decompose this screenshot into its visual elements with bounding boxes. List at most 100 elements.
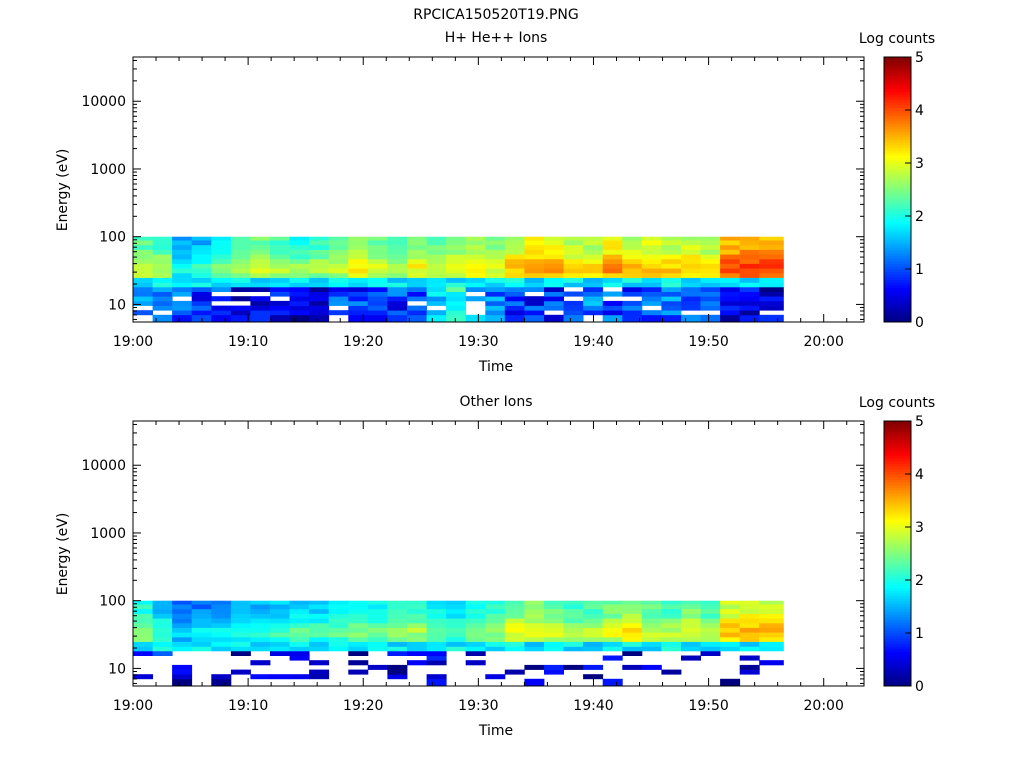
spectrogram-cell bbox=[309, 641, 330, 647]
spectrogram-cell bbox=[583, 641, 604, 647]
spectrogram-cell bbox=[544, 277, 564, 283]
colorbar-segment bbox=[884, 532, 911, 536]
spectrogram-cell bbox=[230, 641, 251, 647]
spectrogram-cell bbox=[641, 604, 662, 610]
spectrogram-cell bbox=[622, 632, 643, 638]
spectrogram-cell bbox=[211, 618, 232, 624]
spectrogram-cell bbox=[681, 258, 701, 264]
spectrogram-cell bbox=[309, 632, 330, 638]
spectrogram-cell bbox=[191, 310, 212, 316]
spectrogram-cell bbox=[172, 627, 193, 633]
colorbar-segment bbox=[884, 72, 911, 77]
spectrogram-cell bbox=[583, 287, 604, 292]
spectrogram-cell bbox=[211, 263, 232, 269]
spectrogram-cell bbox=[739, 669, 760, 675]
spectrogram-cell bbox=[641, 600, 662, 605]
spectrogram-cell bbox=[446, 622, 467, 628]
colorbar-segment bbox=[884, 205, 911, 209]
spectrogram-cell bbox=[485, 627, 506, 633]
spectrogram-cell bbox=[661, 277, 682, 283]
spectrogram-cell bbox=[641, 277, 662, 283]
spectrogram-cell bbox=[152, 272, 173, 278]
spectrogram-cell bbox=[191, 287, 212, 292]
spectrogram-cell bbox=[230, 622, 251, 628]
spectrogram-cell bbox=[661, 249, 682, 255]
spectrogram-cell bbox=[720, 608, 741, 614]
spectrogram-cell bbox=[230, 282, 251, 288]
spectrogram-cell bbox=[583, 674, 604, 680]
y-tick-label: 100 bbox=[99, 594, 126, 610]
spectrogram-cell bbox=[152, 240, 173, 246]
spectrogram-cell bbox=[407, 254, 427, 260]
spectrogram-cell bbox=[387, 258, 408, 264]
colorbar-segment bbox=[884, 229, 911, 233]
spectrogram-cell bbox=[289, 291, 310, 297]
spectrogram-cell bbox=[211, 632, 232, 638]
spectrogram-cell bbox=[700, 296, 721, 302]
spectrogram-cell bbox=[407, 622, 427, 628]
spectrogram-cell bbox=[465, 651, 486, 656]
spectrogram-cell bbox=[133, 296, 153, 302]
spectrogram-cell bbox=[270, 254, 290, 260]
spectrogram-cell bbox=[739, 249, 760, 255]
spectrogram-cell bbox=[622, 604, 643, 610]
spectrogram-cell bbox=[250, 258, 271, 264]
spectrogram-cell bbox=[328, 277, 349, 283]
spectrogram-cell bbox=[270, 268, 290, 274]
colorbar-segment bbox=[884, 149, 911, 153]
spectrogram-cell bbox=[367, 632, 388, 638]
spectrogram-cell bbox=[407, 636, 427, 642]
spectrogram-cell bbox=[504, 258, 525, 264]
spectrogram-cell bbox=[250, 244, 271, 250]
spectrogram-cell bbox=[504, 282, 525, 288]
spectrogram-cell bbox=[309, 660, 330, 666]
spectrogram-cell bbox=[759, 632, 784, 638]
spectrogram-cell bbox=[583, 310, 604, 316]
spectrogram-cell bbox=[211, 627, 232, 633]
spectrogram-cell bbox=[563, 618, 584, 624]
spectrogram-cell bbox=[172, 314, 193, 323]
colorbar-segment bbox=[884, 434, 911, 438]
spectrogram-cell bbox=[720, 291, 741, 297]
spectrogram-cell bbox=[407, 282, 427, 288]
spectrogram-cell bbox=[446, 263, 467, 269]
spectrogram-cell bbox=[348, 646, 369, 652]
spectrogram-cell bbox=[485, 277, 506, 283]
spectrogram-cell bbox=[465, 277, 486, 283]
colorbar-segment bbox=[884, 247, 911, 251]
colorbar-tick-label: 3 bbox=[915, 520, 924, 536]
spectrogram-cell bbox=[172, 254, 193, 260]
colorbar-segment bbox=[884, 519, 911, 523]
spectrogram-cell bbox=[426, 600, 447, 605]
spectrogram-cell bbox=[681, 272, 701, 278]
spectrogram-cell bbox=[387, 622, 408, 628]
colorbar-segment bbox=[884, 242, 911, 246]
spectrogram-cell bbox=[602, 646, 623, 652]
spectrogram-cell bbox=[328, 296, 349, 302]
spectrogram-cell bbox=[172, 622, 193, 628]
spectrogram-cell bbox=[504, 254, 525, 260]
colorbar-segment bbox=[884, 450, 911, 454]
spectrogram-cell bbox=[739, 300, 760, 306]
spectrogram-cell bbox=[309, 244, 330, 250]
spectrogram-cell bbox=[563, 272, 584, 278]
x-axis-label: Time bbox=[478, 359, 513, 375]
spectrogram-cell bbox=[739, 282, 760, 288]
spectrogram-cell bbox=[661, 305, 682, 311]
spectrogram-cell bbox=[426, 646, 447, 652]
spectrogram-cell bbox=[270, 287, 290, 292]
colorbar-segment bbox=[884, 489, 911, 494]
spectrogram-cell bbox=[720, 678, 741, 687]
colorbar-segment bbox=[884, 468, 911, 472]
colorbar-segment bbox=[884, 593, 911, 597]
x-axis-ticks: 19:00 19:10 19:20 19:30 19:40 19:50 20:00 bbox=[113, 57, 848, 350]
spectrogram-cell bbox=[641, 287, 662, 292]
spectrogram-cell bbox=[387, 254, 408, 260]
spectrogram-cell bbox=[172, 618, 193, 624]
spectrogram-cell bbox=[563, 268, 584, 274]
colorbar-segment bbox=[884, 269, 911, 273]
spectrogram-cell bbox=[152, 296, 173, 302]
spectrogram-cell bbox=[348, 291, 369, 297]
spectrogram-cell bbox=[759, 646, 784, 652]
spectrogram-cell bbox=[367, 627, 388, 633]
